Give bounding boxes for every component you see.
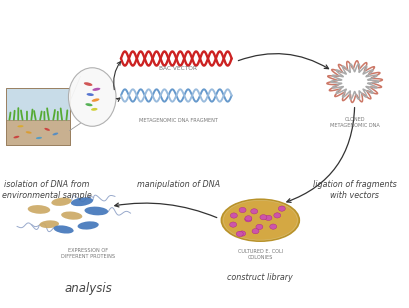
Ellipse shape: [71, 197, 93, 206]
Circle shape: [269, 224, 276, 229]
Text: analysis: analysis: [64, 282, 112, 295]
Ellipse shape: [221, 199, 299, 241]
Ellipse shape: [39, 220, 59, 228]
Ellipse shape: [68, 68, 116, 126]
Ellipse shape: [77, 221, 99, 229]
Ellipse shape: [28, 205, 50, 214]
Text: manipulation of DNA: manipulation of DNA: [137, 180, 219, 189]
Circle shape: [244, 217, 251, 222]
Text: EXPRESSION OF
DIFFERENT PROTEINS: EXPRESSION OF DIFFERENT PROTEINS: [61, 248, 115, 259]
Circle shape: [229, 222, 236, 227]
Circle shape: [255, 224, 262, 229]
Circle shape: [236, 231, 243, 237]
Ellipse shape: [84, 82, 92, 86]
FancyBboxPatch shape: [6, 120, 70, 145]
Ellipse shape: [61, 212, 82, 220]
Ellipse shape: [91, 108, 97, 111]
Ellipse shape: [86, 93, 94, 96]
Circle shape: [238, 231, 245, 236]
Circle shape: [252, 229, 258, 234]
Ellipse shape: [85, 103, 92, 106]
Circle shape: [250, 209, 257, 214]
Ellipse shape: [53, 225, 74, 233]
Circle shape: [264, 215, 271, 221]
Text: ligation of fragments
with vectors: ligation of fragments with vectors: [312, 180, 396, 200]
Text: CULTURED E. COLI
COLONIES: CULTURED E. COLI COLONIES: [237, 249, 282, 260]
Ellipse shape: [91, 99, 99, 102]
Ellipse shape: [92, 88, 100, 91]
Ellipse shape: [84, 207, 108, 215]
FancyBboxPatch shape: [6, 88, 70, 121]
Circle shape: [259, 215, 266, 220]
Ellipse shape: [18, 125, 23, 128]
Circle shape: [230, 213, 237, 218]
Circle shape: [278, 206, 285, 211]
Text: isolation of DNA from
environmental sample: isolation of DNA from environmental samp…: [2, 180, 92, 200]
Ellipse shape: [51, 197, 72, 206]
Ellipse shape: [26, 131, 31, 134]
Circle shape: [244, 216, 251, 221]
Circle shape: [238, 207, 245, 213]
Text: METAGENOMIC DNA FRAGMENT: METAGENOMIC DNA FRAGMENT: [139, 118, 217, 123]
Ellipse shape: [44, 128, 50, 131]
Ellipse shape: [52, 133, 58, 135]
Ellipse shape: [13, 136, 19, 138]
Text: BAC VECTOR: BAC VECTOR: [159, 66, 197, 71]
Text: construct library: construct library: [227, 273, 292, 282]
Circle shape: [273, 213, 280, 218]
Text: CLONED
METAGENOMIC DNA: CLONED METAGENOMIC DNA: [329, 117, 379, 128]
Ellipse shape: [36, 137, 42, 139]
